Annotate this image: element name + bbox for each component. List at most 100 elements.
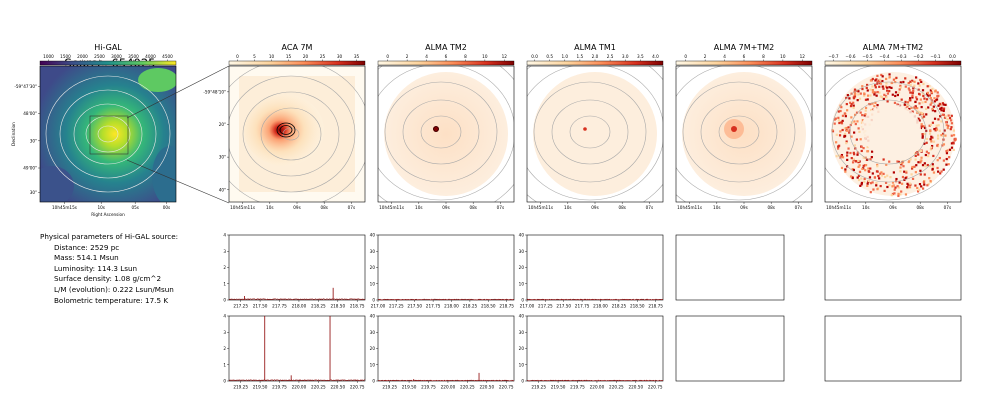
noise-pixel [876,82,879,85]
spectrum-panel-1: 217.25 217.50 217.75 218.00 218.25 218.50 218.… [223,233,366,309]
noise-pixel [914,105,917,108]
x-tick-label: 218.00 [593,304,608,309]
noise-pixel [853,131,856,134]
x-tick-label: 218.25 [311,304,326,309]
noise-pixel [892,78,895,81]
noise-pixel [866,182,869,185]
noise-pixel [937,124,940,127]
noise-pixel [883,93,886,96]
noise-pixel [923,183,926,186]
noise-pixel [861,85,864,88]
noise-pixel [939,172,942,175]
noise-pixel [866,158,869,161]
spectrum-frame [526,315,664,382]
noise-pixel [931,109,934,112]
x-tick-label: 218.75 [499,304,514,309]
noise-pixel [876,188,879,191]
peak-contour [276,122,296,138]
noise-pixel [940,170,943,173]
noise-pixel [921,101,924,104]
spectrum-baseline [377,298,515,301]
x-tick-label: 08s [618,205,626,210]
noise-pixel [866,89,869,92]
noise-pixel [864,106,868,110]
noise-pixel [866,94,870,97]
noise-pixel [915,76,918,79]
noise-pixel [882,158,885,161]
colorbar-tick-label: 1.0 [561,54,568,59]
noise-pixel [851,168,854,171]
noise-pixel [916,190,920,193]
noise-pixel [922,94,925,98]
param-bolometric-temperature: Bolometric temperature: 17.5 K [54,295,169,305]
noise-pixel [899,86,902,89]
colorbar-tick-label: 0.0 [949,54,956,59]
map-title-1: Hi-GAL [94,43,122,52]
noise-pixel [841,128,844,132]
noise-pixel [877,174,880,178]
noise-pixel [879,78,882,81]
noise-pixel [934,90,937,93]
contour-line-2 [73,103,143,165]
noise-pixel [886,174,889,177]
y-tick-label: 1 [223,281,226,286]
noise-pixel [910,173,913,176]
noise-pixel [863,180,866,183]
noise-pixel [924,165,927,168]
param-mass: Mass: 514.1 Msun [54,253,119,263]
colorbar-tick-label: 0 [236,54,239,59]
noise-pixel [876,165,879,168]
noise-pixel [890,81,893,85]
noise-pixel [860,145,863,148]
x-tick-label: 217.75 [426,304,441,309]
spectrum-baseline [377,379,515,382]
compact-source [433,126,439,132]
noise-pixel [908,186,912,189]
noise-pixel [927,152,930,155]
noise-pixel [864,164,868,167]
noise-pixel [940,134,943,137]
x-tick-label: 218.75 [350,304,365,309]
y-tick-label: 20 [370,346,376,351]
noise-pixel [911,165,914,169]
noise-pixel [941,102,944,105]
y-tick-label: 40 [370,233,376,238]
noise-pixel [940,109,943,112]
x-tick-label: 10h45m11s [826,205,851,210]
noise-pixel [878,80,881,84]
colorbar-tick-label: 3.5 [637,54,644,59]
noise-pixel [888,86,891,89]
noise-pixel [945,157,948,161]
noise-pixel [853,153,856,156]
noise-pixel [856,153,859,156]
noise-pixel [929,179,932,183]
noise-pixel [944,103,947,106]
spectrum-baseline [526,379,664,382]
noise-pixel [902,80,905,84]
y-tick-label: 0 [223,379,226,384]
colorbar-4 [526,60,664,66]
noise-pixel [835,141,838,144]
map-panel-1: Hi-GAL 1000 1500 2000 2500 3000 3500 4000 4500 10… [11,43,177,217]
noise-pixel [837,110,840,113]
contour-line-3 [527,66,663,201]
noise-pixel [917,153,920,156]
y-tick-label: 20 [370,265,376,270]
noise-pixel [865,86,868,89]
noise-pixel [900,98,903,101]
colorbar-6 [824,60,962,66]
noise-pixel [931,136,934,139]
noise-pixel [897,91,901,94]
spectra-panels: 217.25 217.50 217.75 218.00 218.25 218.50 218.… [223,233,663,390]
secondary-peak [138,68,176,92]
noise-pixel [894,180,898,183]
noise-pixel [860,149,863,153]
noise-pixel [850,116,853,119]
noise-pixel [876,104,879,107]
map-image-5 [676,66,812,202]
physical-parameters: Physical parameters of Hi-GAL source: Di… [40,232,178,306]
x-tick-label: 10s [97,205,105,210]
noise-pixel [853,120,856,123]
noise-pixel [901,162,904,165]
